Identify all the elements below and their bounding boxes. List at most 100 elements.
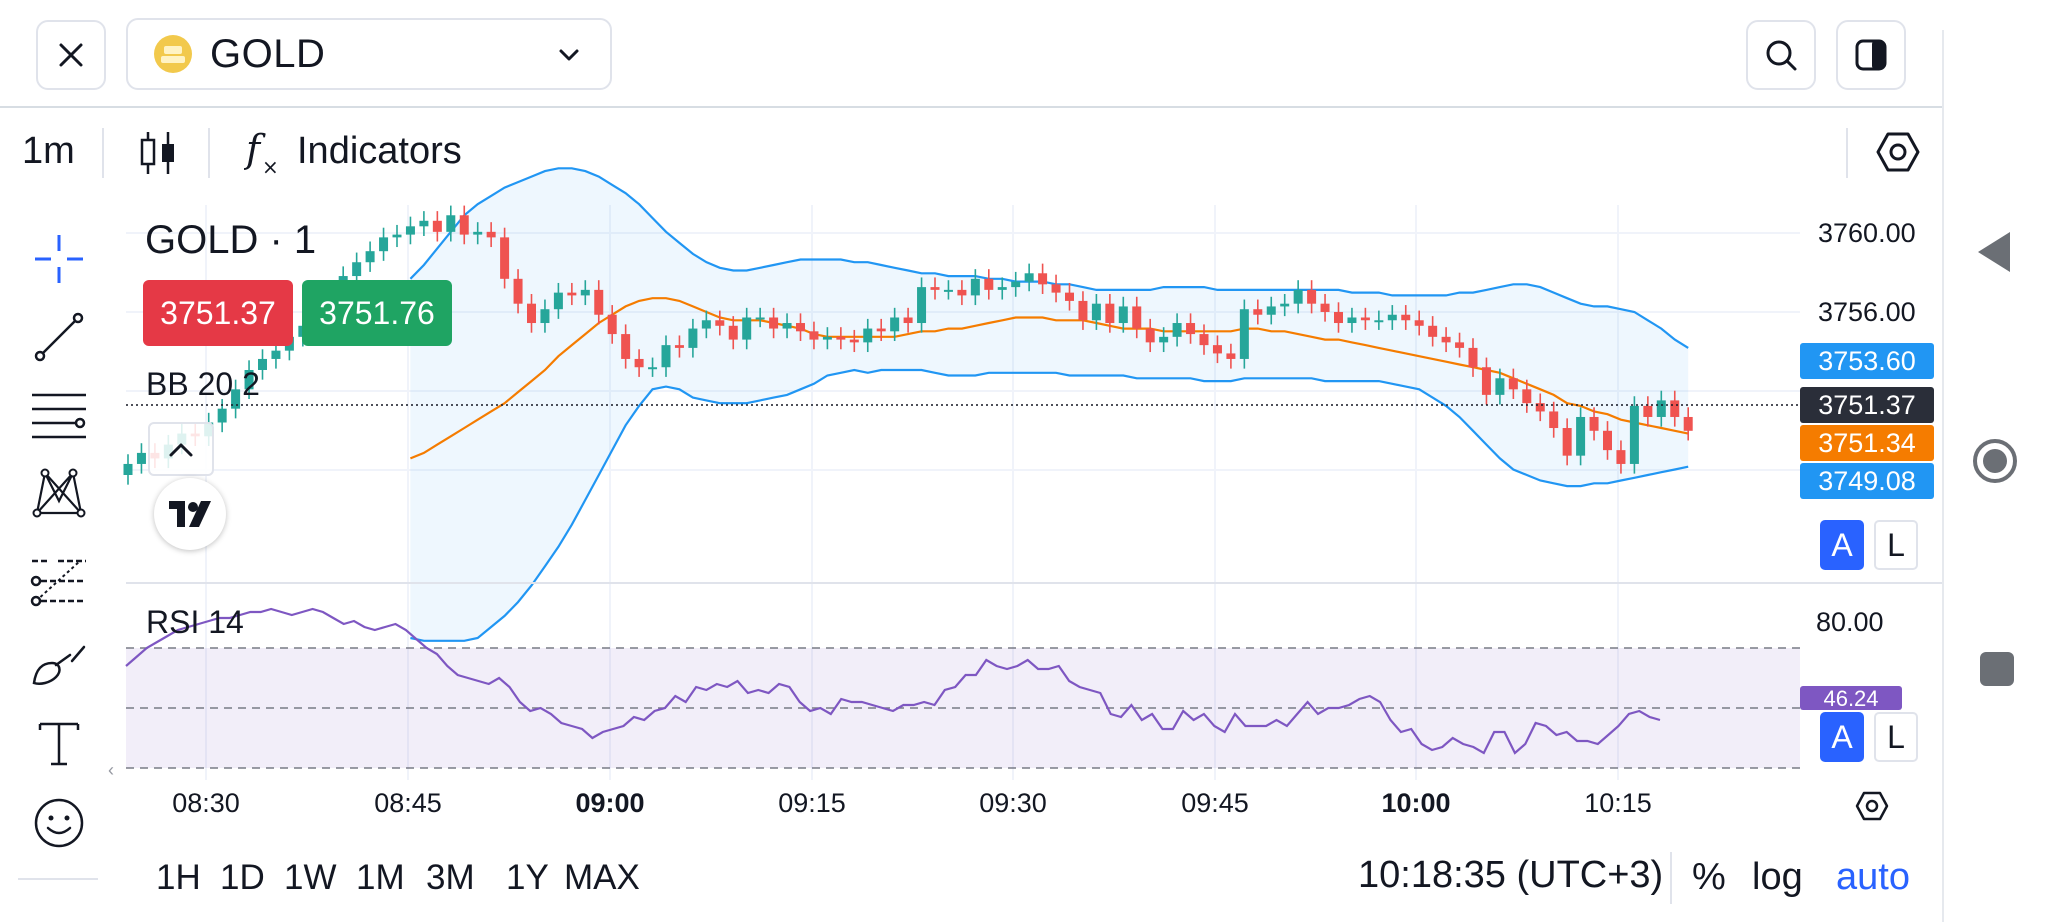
bb-upper-price-tag: 3753.60 [1800, 343, 1934, 379]
candle-body [217, 408, 227, 423]
range-1d-button[interactable]: 1D [220, 858, 265, 897]
candle-body [836, 336, 846, 340]
bollinger-legend-label[interactable]: BB 20 2 [146, 366, 260, 402]
time-axis-settings-icon[interactable] [1854, 790, 1890, 822]
candle [1656, 390, 1666, 427]
pattern-tool[interactable] [30, 464, 88, 522]
candle-body [1616, 450, 1626, 464]
candle [1643, 396, 1653, 427]
toolbar-divider [102, 128, 104, 178]
candle-body [486, 231, 496, 238]
range-max-button[interactable]: MAX [564, 858, 640, 897]
candle-body [594, 289, 604, 315]
range-3m-button[interactable]: 3M [426, 858, 475, 897]
candle [432, 211, 442, 242]
candle-body [648, 367, 658, 370]
log-scale-toggle[interactable]: log [1752, 856, 1803, 898]
percent-scale-toggle[interactable]: % [1692, 856, 1726, 898]
brush-tool[interactable] [30, 634, 88, 692]
candle-body [1280, 303, 1290, 307]
collapse-legend-button[interactable] [148, 422, 214, 476]
candle [1455, 332, 1465, 358]
candle-body [809, 331, 819, 340]
bottom-divider [1670, 852, 1672, 904]
time-tick: 08:30 [172, 788, 240, 818]
nav-home-icon[interactable] [1972, 438, 2018, 484]
candle [1468, 338, 1478, 377]
trend-line-tool[interactable] [30, 308, 88, 366]
symbol-selector[interactable]: GOLD [126, 18, 612, 90]
auto-scale-toggle[interactable]: auto [1836, 856, 1910, 898]
buy-price-button[interactable]: 3751.76 [302, 280, 452, 346]
range-1h-button[interactable]: 1H [156, 858, 201, 897]
timezone-clock[interactable]: 10:18:35 (UTC+3) [1358, 854, 1664, 896]
candle [728, 316, 738, 350]
indicators-fx-icon[interactable]: f × [244, 124, 284, 180]
candle [849, 329, 859, 353]
collapse-left-toolbar-icon[interactable]: ‹ [108, 760, 114, 780]
crosshair-tool[interactable] [30, 230, 88, 288]
candle [580, 280, 590, 306]
candle-body [1105, 303, 1115, 324]
tradingview-logo[interactable] [154, 478, 226, 550]
rsi-tick: 80.00 [1816, 607, 1884, 637]
emoji-tool[interactable] [30, 794, 88, 852]
range-1y-button[interactable]: 1Y [506, 858, 549, 897]
candle [1562, 418, 1572, 466]
close-icon [59, 43, 83, 67]
candle-body [1320, 303, 1330, 312]
candle [1118, 296, 1128, 333]
candle [567, 282, 577, 306]
time-tick: 09:30 [979, 788, 1047, 818]
chart-settings-icon[interactable] [1874, 128, 1922, 176]
candle [1387, 305, 1397, 330]
candle [244, 360, 254, 400]
fib-retracement-tool[interactable] [30, 386, 88, 444]
candle-body [1576, 416, 1586, 456]
candle [1038, 263, 1048, 295]
interval-selector[interactable]: 1m [22, 130, 75, 172]
bollinger-band-fill [410, 168, 1689, 641]
sell-price-button[interactable]: 3751.37 [143, 280, 293, 346]
candle-body [822, 336, 832, 340]
close-button[interactable] [36, 20, 106, 90]
toolbar-divider [208, 128, 210, 178]
rsi-auto-scale-button[interactable]: A [1820, 712, 1864, 762]
rsi-legend-label[interactable]: RSI 14 [146, 604, 244, 640]
forecast-tool[interactable] [30, 552, 88, 610]
nav-back-icon[interactable] [1976, 230, 2012, 274]
candle [984, 269, 994, 300]
time-tick: 08:45 [374, 788, 442, 818]
candle-body [271, 350, 281, 359]
indicators-button[interactable]: Indicators [297, 130, 462, 172]
candle-body [527, 303, 536, 324]
candle [1065, 282, 1074, 311]
candle-body [1589, 416, 1599, 431]
rsi-log-scale-button[interactable]: L [1874, 712, 1918, 762]
search-button[interactable] [1746, 20, 1816, 90]
nav-recent-icon[interactable] [1980, 652, 2014, 686]
candle-body [1078, 300, 1088, 321]
auto-scale-button[interactable]: A [1820, 520, 1864, 570]
text-tool[interactable] [30, 714, 88, 772]
candle-body [500, 237, 510, 279]
candle-body [607, 314, 617, 335]
candle-body [473, 231, 483, 235]
chart-type-candles-icon[interactable] [138, 128, 178, 178]
candle-body [688, 328, 698, 348]
candle [1172, 313, 1182, 347]
candle-body [1159, 336, 1169, 343]
candle-body [742, 317, 752, 340]
candle-body [1038, 273, 1048, 285]
candle [1011, 271, 1021, 297]
candle [1051, 274, 1061, 303]
candle-body [1065, 292, 1074, 301]
side-panel-button[interactable] [1836, 20, 1906, 90]
log-scale-button[interactable]: L [1874, 520, 1918, 570]
range-1m-button[interactable]: 1M [356, 858, 405, 897]
range-1w-button[interactable]: 1W [284, 858, 337, 897]
candle-body [540, 309, 550, 324]
candle [500, 227, 510, 289]
candle-body [123, 463, 133, 475]
